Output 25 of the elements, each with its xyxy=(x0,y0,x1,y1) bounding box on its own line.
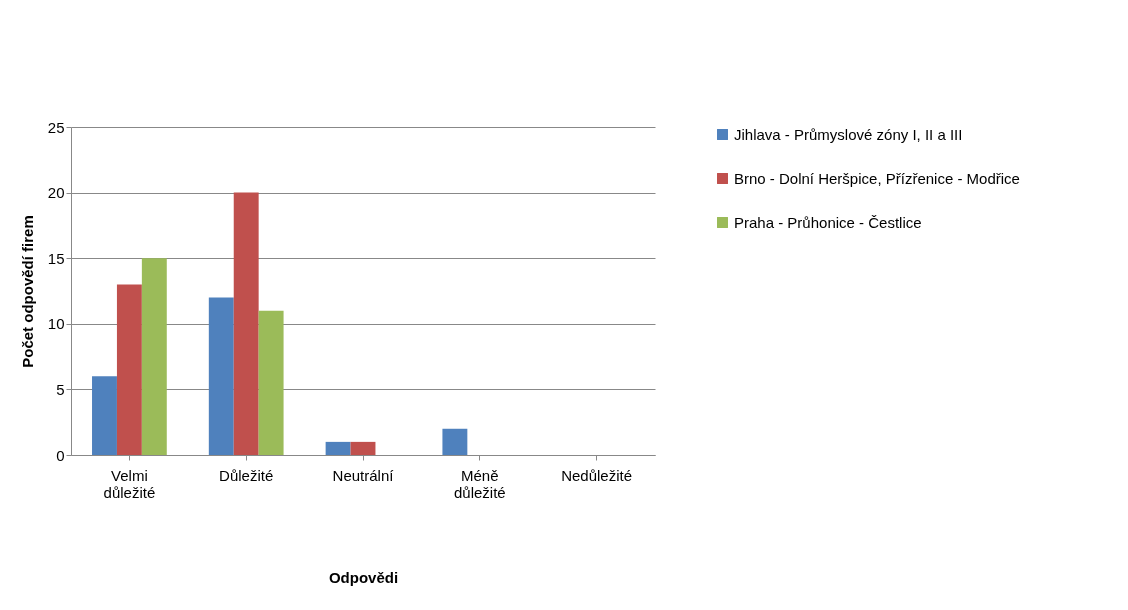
bar xyxy=(141,258,167,455)
y-tick-label: 25 xyxy=(47,118,65,136)
y-tick-label: 20 xyxy=(47,184,65,202)
bar xyxy=(442,428,468,455)
y-tick-label: 15 xyxy=(47,249,65,267)
y-tick-label: 0 xyxy=(56,446,65,464)
legend-label: Brno - Dolní Heršpice, Přízřenice - Modřice xyxy=(734,169,1020,187)
y-axis-title: Počet odpovědí firem xyxy=(18,215,36,368)
bar xyxy=(350,441,376,455)
x-tick-label: Nedůležité xyxy=(561,466,633,484)
x-tick-label: Méně důležité xyxy=(453,466,506,501)
x-axis-title: Odpovědi xyxy=(328,568,399,586)
bar xyxy=(233,192,259,455)
bar xyxy=(325,441,351,455)
x-tick-label: Důležité xyxy=(219,466,274,484)
legend-label: Jihlava - Průmyslové zóny I, II a III xyxy=(734,125,963,143)
bar xyxy=(258,310,284,455)
legend-label: Praha - Průhonice - Čestlice xyxy=(734,213,922,231)
y-tick-label: 5 xyxy=(56,380,65,398)
y-tick-label: 10 xyxy=(47,315,65,333)
bar xyxy=(116,284,142,455)
bar xyxy=(208,297,234,455)
x-tick-label: Neutrální xyxy=(332,466,395,484)
x-tick-label: Velmi důležité xyxy=(103,466,156,501)
bar xyxy=(92,376,117,455)
